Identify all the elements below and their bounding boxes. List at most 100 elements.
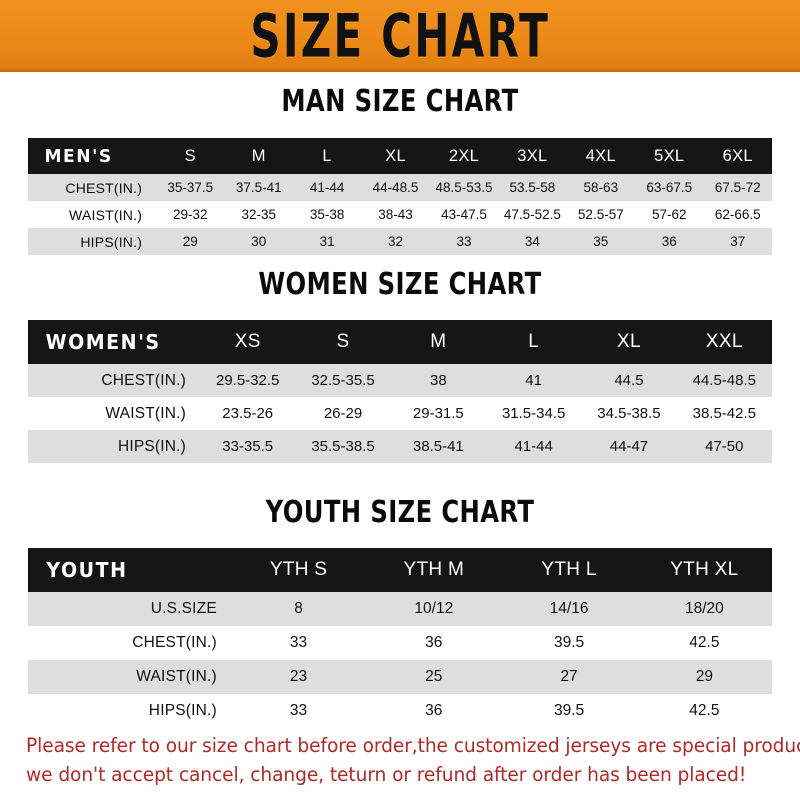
men-size-col-3: XL <box>385 146 406 165</box>
youth-row-1-cell-0: 33 <box>289 634 308 651</box>
men-row-1-cell-7: 57-62 <box>651 207 687 222</box>
table-row: CHEST(IN.) 29.5-32.5 32.5-35.5 38 41 44.… <box>28 364 772 397</box>
women-size-col-0: XS <box>234 331 261 352</box>
youth-row-2-cell-0: 23 <box>289 668 308 685</box>
women-row-1-cell-1: 26-29 <box>323 405 363 422</box>
page-title: SIZE CHART <box>250 1 550 71</box>
women-row-2-cell-1: 35.5-38.5 <box>311 438 375 455</box>
men-row-2-cell-1: 30 <box>251 234 267 249</box>
women-row-1-cell-2: 29-31.5 <box>412 405 464 422</box>
men-size-col-7: 5XL <box>654 146 685 165</box>
men-row-1-cell-0: 29-32 <box>173 207 208 222</box>
men-row-0-cell-6: 58-63 <box>583 180 619 195</box>
men-row-2-cell-8: 37 <box>730 234 746 249</box>
table-row: WAIST(IN.) 29-32 32-35 35-38 38-43 43-47… <box>28 201 772 228</box>
men-row-1-cell-6: 52.5-57 <box>577 207 624 222</box>
women-size-col-1: S <box>336 331 350 352</box>
youth-size-col-1: YTH M <box>403 559 465 580</box>
women-row-1-cell-0: 23.5-26 <box>222 405 274 422</box>
men-row-0-label: CHEST(IN.) <box>65 179 143 196</box>
table-row: HIPS(IN.) 33-35.5 35.5-38.5 38.5-41 41-4… <box>28 430 772 463</box>
table-row: CHEST(IN.) 35-37.5 37.5-41 41-44 44-48.5… <box>28 174 772 201</box>
men-size-col-4: 2XL <box>448 146 480 165</box>
youth-row-3-label: HIPS(IN.) <box>148 702 217 719</box>
women-row-0-cell-0: 29.5-32.5 <box>216 372 280 389</box>
men-row-2-cell-6: 35 <box>593 234 609 249</box>
men-size-col-6: 4XL <box>585 146 616 165</box>
youth-row-label-head: YOUTH <box>46 558 128 582</box>
women-row-2-cell-5: 47-50 <box>705 438 744 455</box>
men-row-2-label: HIPS(IN.) <box>80 233 143 250</box>
men-row-0-cell-0: 35-37.5 <box>167 180 214 195</box>
youth-row-2-cell-2: 27 <box>560 668 578 685</box>
men-row-1-cell-4: 43-47.5 <box>441 207 487 222</box>
women-row-2-cell-3: 41-44 <box>514 438 553 455</box>
men-row-2-cell-0: 29 <box>182 234 198 249</box>
youth-row-3-cell-3: 42.5 <box>689 702 720 719</box>
men-row-label-head: MEN'S <box>44 145 113 167</box>
men-row-2-cell-5: 34 <box>524 234 540 249</box>
youth-row-3-cell-1: 36 <box>425 702 443 719</box>
women-row-0-cell-3: 41 <box>525 372 542 389</box>
table-row: HIPS(IN.) 29 30 31 32 33 34 35 36 37 <box>28 228 772 255</box>
women-size-col-5: XXL <box>705 331 743 352</box>
men-size-col-2: L <box>322 146 332 165</box>
youth-row-3-cell-2: 39.5 <box>553 702 585 719</box>
men-row-1-cell-5: 47.5-52.5 <box>503 207 561 222</box>
women-size-col-4: XL <box>617 331 641 352</box>
youth-size-col-0: YTH S <box>269 559 328 580</box>
men-row-0-cell-4: 48.5-53.5 <box>435 180 493 195</box>
women-row-0-cell-5: 44.5-48.5 <box>692 372 756 389</box>
footer-line-1: Please refer to our size chart before or… <box>26 734 800 757</box>
youth-size-col-2: YTH L <box>541 559 597 580</box>
men-row-2-cell-2: 31 <box>319 234 335 249</box>
section-title-youth: YOUTH SIZE CHART <box>265 495 535 530</box>
men-row-1-label: WAIST(IN.) <box>69 206 143 223</box>
men-row-0-cell-1: 37.5-41 <box>235 180 282 195</box>
footer-line-2: we don't accept cancel, change, teturn o… <box>26 763 747 786</box>
youth-row-0-label: U.S.SIZE <box>150 600 217 617</box>
youth-size-table: YOUTH YTH S YTH M YTH L YTH XL U.S.SIZE … <box>28 548 772 728</box>
men-size-col-1: M <box>251 146 266 165</box>
men-size-col-5: 3XL <box>517 146 548 165</box>
table-row: HIPS(IN.) 33 36 39.5 42.5 <box>28 694 772 728</box>
women-row-2-cell-2: 38.5-41 <box>412 438 464 455</box>
men-size-col-8: 6XL <box>722 146 753 165</box>
women-row-1-label: WAIST(IN.) <box>105 404 187 422</box>
youth-row-1-cell-3: 42.5 <box>689 634 720 651</box>
youth-row-1-cell-2: 39.5 <box>553 634 585 651</box>
women-row-0-label: CHEST(IN.) <box>101 371 187 389</box>
page-banner: SIZE CHART <box>0 0 800 72</box>
women-row-2-label: HIPS(IN.) <box>117 437 187 455</box>
women-row-2-cell-0: 33-35.5 <box>222 438 274 455</box>
youth-row-2-cell-3: 29 <box>695 668 713 685</box>
women-size-table: WOMEN'S XS S M L XL XXL CHEST(IN.) 29.5-… <box>28 320 772 463</box>
women-row-0-cell-1: 32.5-35.5 <box>311 372 375 389</box>
men-size-table: MEN'S S M L XL 2XL 3XL 4XL 5XL 6XL CHEST… <box>28 138 772 255</box>
women-table-body: CHEST(IN.) 29.5-32.5 32.5-35.5 38 41 44.… <box>28 364 772 463</box>
women-row-0-cell-2: 38 <box>429 372 447 389</box>
women-row-1-cell-3: 31.5-34.5 <box>501 405 566 422</box>
men-row-0-cell-3: 44-48.5 <box>372 180 419 195</box>
men-row-0-cell-2: 41-44 <box>309 180 345 195</box>
youth-header-row: YOUTH YTH S YTH M YTH L YTH XL <box>28 548 772 592</box>
youth-row-0-cell-2: 14/16 <box>549 600 589 617</box>
youth-table-head: YOUTH YTH S YTH M YTH L YTH XL <box>28 548 772 592</box>
section-title-women: WOMEN SIZE CHART <box>258 267 542 302</box>
section-title-man: MAN SIZE CHART <box>281 84 519 119</box>
women-row-2-cell-4: 44-47 <box>609 438 649 455</box>
men-row-1-cell-1: 32-35 <box>241 207 276 222</box>
men-size-col-0: S <box>184 146 196 165</box>
table-row: U.S.SIZE 8 10/12 14/16 18/20 <box>28 592 772 626</box>
men-row-1-cell-3: 38-43 <box>378 207 413 222</box>
women-band-trim <box>772 364 800 464</box>
youth-size-col-3: YTH XL <box>670 559 739 580</box>
men-table-body: CHEST(IN.) 35-37.5 37.5-41 41-44 44-48.5… <box>28 174 772 255</box>
youth-row-0-cell-3: 18/20 <box>684 600 724 617</box>
women-row-label-head: WOMEN'S <box>45 330 161 354</box>
women-row-1-cell-5: 38.5-42.5 <box>692 405 756 422</box>
men-row-2-cell-3: 32 <box>388 234 404 249</box>
table-row: CHEST(IN.) 33 36 39.5 42.5 <box>28 626 772 660</box>
youth-row-2-cell-1: 25 <box>425 668 443 685</box>
